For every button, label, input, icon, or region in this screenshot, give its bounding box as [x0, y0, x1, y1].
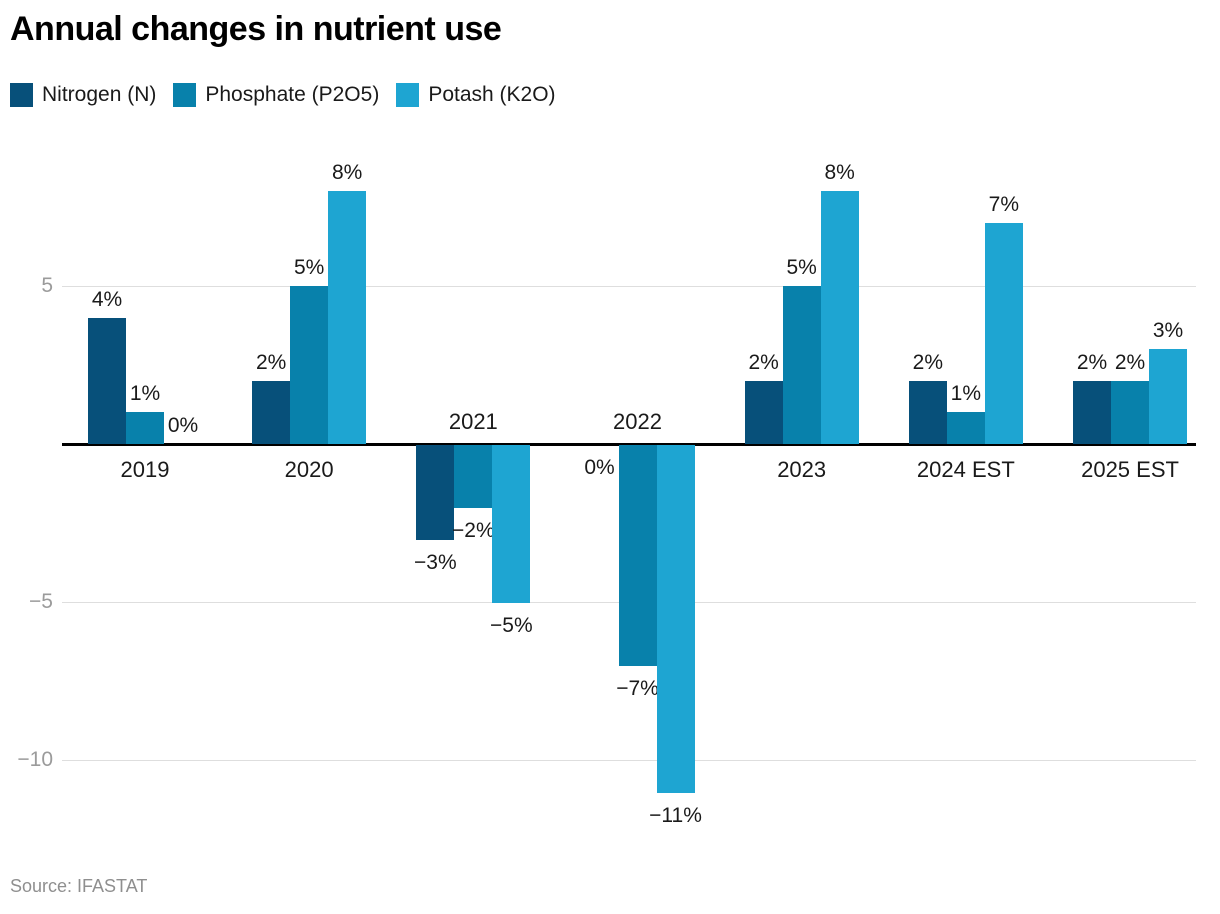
bar-potash-2024-est — [984, 222, 1023, 444]
x-axis-category-label: 2022 — [613, 409, 662, 434]
legend-swatch-nitrogen-icon — [10, 83, 33, 107]
value-label: 2% — [1076, 350, 1108, 374]
legend-label-potash: Potash (K2O) — [428, 83, 556, 106]
value-label: −11% — [649, 803, 702, 827]
value-label: 8% — [331, 161, 363, 185]
value-label: 2% — [912, 350, 944, 374]
source-note: Source: IFASTAT — [10, 876, 148, 896]
x-axis-line — [62, 443, 1196, 446]
value-label: 1% — [950, 382, 982, 406]
bar-nitrogen-2025-est — [1073, 380, 1112, 444]
legend-item-nitrogen: Nitrogen (N) — [10, 83, 156, 107]
bar-potash-2021 — [492, 445, 531, 603]
legend-item-phosphate: Phosphate (P2O5) — [173, 83, 379, 107]
y-axis-tick-label: −10 — [17, 748, 53, 771]
bar-nitrogen-2024-est — [908, 380, 947, 444]
bar-nitrogen-2023 — [744, 380, 783, 444]
y-axis-tick-label: 5 — [41, 274, 53, 297]
chart-title: Annual changes in nutrient use — [10, 10, 502, 48]
value-label: 2% — [1114, 350, 1146, 374]
value-label: 2% — [748, 350, 779, 374]
bar-potash-2025-est — [1149, 349, 1188, 444]
bar-phosphate-2023 — [782, 286, 821, 444]
bar-nitrogen-2021 — [416, 445, 455, 540]
value-label: 4% — [91, 287, 123, 311]
value-label: 0% — [167, 414, 199, 437]
bar-potash-2020 — [328, 191, 367, 444]
bar-nitrogen-2020 — [252, 380, 291, 444]
value-label: 5% — [293, 256, 325, 279]
bar-phosphate-2019 — [126, 412, 164, 444]
bar-phosphate-2024-est — [946, 412, 985, 444]
legend: Nitrogen (N) Phosphate (P2O5) Potash (K2… — [10, 83, 556, 107]
value-label: 2% — [255, 350, 287, 374]
x-axis-category-label: 2021 — [448, 409, 498, 434]
legend-swatch-phosphate-icon — [173, 83, 197, 107]
value-label: 8% — [824, 161, 855, 185]
legend-item-potash: Potash (K2O) — [396, 83, 556, 107]
bar-phosphate-2022 — [618, 445, 657, 667]
gridline — [62, 286, 1196, 287]
value-label: 0% — [584, 456, 615, 479]
x-axis-category-label: 2023 — [777, 457, 827, 482]
value-label: 1% — [129, 382, 161, 406]
bar-nitrogen-2019 — [88, 317, 126, 444]
value-label: 5% — [786, 256, 817, 279]
value-label: −3% — [414, 550, 457, 574]
value-label: 3% — [1152, 319, 1184, 343]
bar-potash-2022 — [656, 445, 695, 793]
gridline — [62, 760, 1196, 761]
value-label: −7% — [616, 677, 659, 701]
x-axis-category-label: 2020 — [284, 457, 334, 482]
value-label: −2% — [452, 519, 495, 543]
y-axis-tick-label: −5 — [29, 590, 53, 613]
bar-phosphate-2021 — [454, 445, 493, 509]
legend-label-phosphate: Phosphate (P2O5) — [205, 83, 380, 106]
legend-swatch-potash-icon — [396, 83, 420, 107]
legend-label-nitrogen: Nitrogen (N) — [42, 83, 157, 106]
value-label: −5% — [490, 614, 533, 637]
bar-phosphate-2020 — [290, 286, 329, 444]
value-label: 7% — [988, 192, 1020, 216]
bar-phosphate-2025-est — [1111, 380, 1150, 444]
bar-potash-2023 — [820, 191, 859, 444]
x-axis-category-label: 2019 — [120, 457, 170, 482]
x-axis-category-label: 2024 EST — [916, 457, 1015, 482]
x-axis-category-label: 2025 EST — [1081, 457, 1179, 482]
